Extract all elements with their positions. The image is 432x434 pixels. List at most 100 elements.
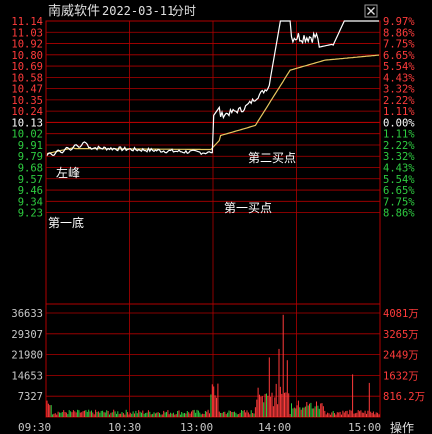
volume-bar — [220, 413, 222, 417]
volume-bar — [238, 414, 240, 417]
volume-bar — [216, 397, 217, 417]
volume-bar — [279, 386, 281, 417]
volume-bar — [157, 412, 159, 417]
volume-bar — [141, 412, 142, 417]
volume-bar — [263, 402, 265, 417]
volume-bar — [284, 392, 285, 417]
volume-bar — [343, 412, 345, 417]
volume-bar — [296, 405, 298, 417]
volume-bars — [46, 314, 380, 417]
volume-bar — [357, 410, 359, 417]
volume-bar — [182, 413, 184, 417]
price-tick-label: 10.13 — [11, 117, 43, 129]
volume-bar — [156, 412, 158, 417]
volume-bar — [75, 412, 77, 417]
volume-bar — [91, 410, 92, 417]
volume-bar — [147, 410, 149, 417]
volume-bar — [74, 411, 76, 417]
volume-bar — [302, 407, 304, 417]
volume-bar — [186, 411, 188, 417]
volume-bar — [67, 414, 69, 417]
percent-tick-label: 2.22% — [383, 95, 415, 107]
price-tick-label: 9.91 — [18, 140, 43, 152]
volume-bar — [253, 413, 255, 417]
volume-bar — [299, 407, 301, 417]
stock-name: 南威软件 — [48, 3, 100, 19]
volume-bar — [152, 413, 154, 417]
volume-bar — [363, 412, 365, 417]
volume-bar — [84, 410, 85, 417]
volume-bar — [264, 393, 266, 417]
volume-bar — [52, 414, 54, 417]
volume-bar — [191, 411, 192, 417]
volume-bar — [196, 409, 198, 417]
volume-bar — [321, 403, 323, 417]
volume-bar — [110, 412, 112, 417]
volume-bar — [177, 411, 179, 417]
volume-bar — [145, 413, 147, 417]
volume-bar — [214, 395, 216, 417]
volume-bar — [64, 412, 66, 417]
volume-bar — [311, 408, 313, 417]
volume-bar — [268, 357, 270, 417]
volume-bar — [246, 410, 248, 417]
volume-bar — [49, 405, 51, 417]
volume-bar — [218, 411, 220, 417]
volume-bar — [372, 411, 374, 417]
volume-bar — [109, 414, 110, 417]
price-tick-label: 11.03 — [11, 27, 43, 39]
close-icon[interactable] — [364, 4, 378, 18]
volume-bar — [138, 410, 140, 417]
volume-bar — [274, 397, 276, 417]
volume-bar — [300, 409, 302, 417]
volume-bar — [259, 394, 260, 417]
volume-bar — [324, 410, 326, 417]
percent-tick-label: 9.97% — [383, 16, 415, 28]
volume-bar — [295, 408, 297, 417]
volume-bar — [229, 410, 231, 417]
volume-bar — [47, 403, 49, 417]
volume-bar — [118, 413, 120, 417]
volume-bar — [232, 412, 234, 417]
volume-bar — [99, 412, 101, 417]
volume-bar — [192, 410, 194, 417]
volume-bar — [188, 412, 190, 417]
volume-bar — [159, 413, 160, 417]
volume-bar — [96, 411, 98, 417]
volume-bar — [247, 412, 249, 417]
volume-bar — [327, 412, 329, 417]
percent-tick-label: 3.32% — [383, 151, 415, 163]
volume-amount-label: 816.2万 — [383, 391, 425, 403]
volume-bar — [68, 410, 70, 417]
volume-bar — [71, 412, 73, 417]
volume-bar — [366, 413, 367, 417]
volume-bar — [231, 412, 233, 417]
volume-bar — [271, 392, 273, 417]
volume-bar — [325, 414, 327, 417]
volume-bar — [345, 411, 347, 417]
price-tick-label: 9.34 — [18, 196, 43, 208]
volume-bar — [78, 410, 80, 417]
percent-tick-label: 8.86% — [383, 27, 415, 39]
price-tick-label: 10.80 — [11, 50, 43, 62]
volume-bar — [199, 412, 201, 417]
volume-bar — [339, 411, 341, 417]
volume-bar — [347, 414, 349, 417]
percent-tick-label: 6.65% — [383, 185, 415, 197]
volume-bar — [149, 411, 151, 417]
volume-bar — [103, 412, 105, 417]
volume-bar — [129, 412, 131, 417]
percent-tick-label: 1.11% — [383, 106, 415, 118]
volume-bar — [282, 314, 284, 417]
volume-bar — [57, 411, 59, 417]
volume-bar — [353, 413, 355, 417]
volume-bar — [235, 412, 237, 417]
volume-bar — [375, 412, 377, 417]
volume-bar — [309, 403, 310, 417]
volume-bar — [59, 412, 60, 417]
price-line — [46, 20, 379, 156]
action-label[interactable]: 操作 — [390, 420, 414, 434]
volume-bar — [364, 410, 366, 417]
volume-bar — [70, 411, 72, 417]
volume-bar — [79, 412, 81, 417]
